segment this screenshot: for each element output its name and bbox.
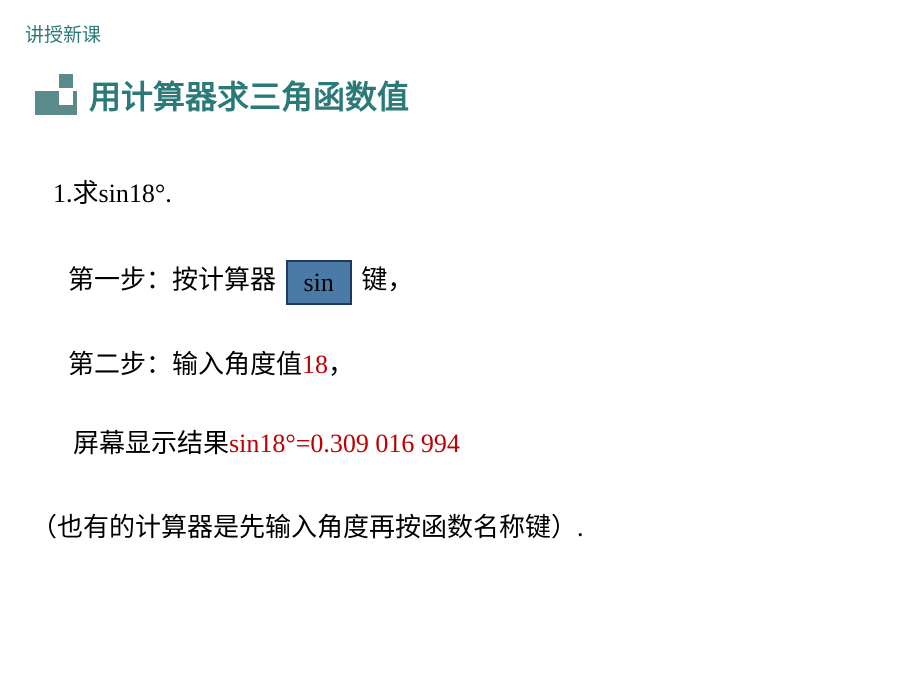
step-1: 第一步：按计算器 sin 键， — [68, 260, 895, 305]
problem-prefix: 1.求 — [53, 179, 99, 208]
section-header: 用计算器求三角函数值 — [35, 72, 895, 118]
problem-suffix: . — [165, 179, 172, 208]
result-line: 屏幕显示结果sin18°=0.309 016 994 — [73, 424, 895, 463]
step-2: 第二步：输入角度值18， — [68, 345, 895, 384]
problem-statement: 1.求sin18°. — [53, 173, 895, 210]
note: （也有的计算器是先输入角度再按函数名称键）. — [31, 508, 895, 547]
breadcrumb: 讲授新课 — [25, 20, 895, 47]
result-expr: sin18°=0.309 016 994 — [229, 429, 460, 458]
content-area: 1.求sin18°. 第一步：按计算器 sin 键， 第二步：输入角度值18， … — [25, 173, 895, 547]
section-icon — [35, 74, 77, 116]
step2-value: 18 — [302, 350, 328, 379]
section-title: 用计算器求三角函数值 — [89, 72, 409, 118]
step2-suffix: ， — [328, 350, 354, 379]
step1-prefix: 第一步：按计算器 — [68, 265, 276, 294]
step2-prefix: 第二步：输入角度值 — [68, 350, 302, 379]
problem-expr: sin18° — [99, 179, 166, 208]
sin-key-button: sin — [286, 260, 352, 305]
step1-suffix: 键， — [361, 265, 413, 294]
result-prefix: 屏幕显示结果 — [73, 429, 229, 458]
